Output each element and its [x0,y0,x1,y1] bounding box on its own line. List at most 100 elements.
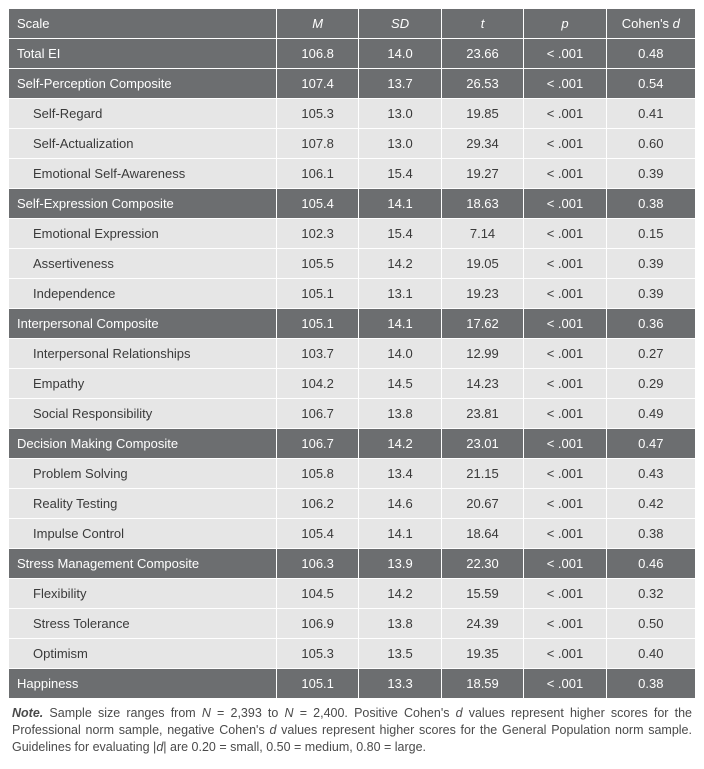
cell-d: 0.47 [606,429,695,459]
col-scale: Scale [9,9,277,39]
cell-p: < .001 [524,69,606,99]
cell-scale: Decision Making Composite [9,429,277,459]
cell-scale: Empathy [9,369,277,399]
cell-d: 0.38 [606,669,695,699]
cell-sd: 14.6 [359,489,441,519]
cell-p: < .001 [524,549,606,579]
col-m: M [276,9,358,39]
cell-sd: 13.1 [359,279,441,309]
cell-m: 105.3 [276,99,358,129]
cell-sd: 14.2 [359,429,441,459]
cell-scale: Social Responsibility [9,399,277,429]
cell-p: < .001 [524,309,606,339]
cell-t: 22.30 [441,549,523,579]
cell-p: < .001 [524,339,606,369]
cell-scale: Stress Management Composite [9,549,277,579]
cell-p: < .001 [524,489,606,519]
cell-p: < .001 [524,39,606,69]
cell-scale: Interpersonal Relationships [9,339,277,369]
cell-m: 106.3 [276,549,358,579]
cell-t: 20.67 [441,489,523,519]
cell-m: 107.8 [276,129,358,159]
cell-p: < .001 [524,579,606,609]
col-p: p [524,9,606,39]
cell-m: 105.1 [276,279,358,309]
cell-sd: 14.2 [359,579,441,609]
cell-p: < .001 [524,369,606,399]
cell-d: 0.15 [606,219,695,249]
cell-p: < .001 [524,669,606,699]
cell-scale: Happiness [9,669,277,699]
table-row: Self-Expression Composite105.414.118.63<… [9,189,696,219]
cell-t: 18.63 [441,189,523,219]
cell-sd: 13.9 [359,549,441,579]
table-row: Total EI106.814.023.66< .0010.48 [9,39,696,69]
cell-m: 106.2 [276,489,358,519]
table-row: Decision Making Composite106.714.223.01<… [9,429,696,459]
cell-t: 23.66 [441,39,523,69]
cell-m: 106.9 [276,609,358,639]
cell-sd: 13.0 [359,99,441,129]
cell-d: 0.38 [606,519,695,549]
cell-scale: Emotional Self-Awareness [9,159,277,189]
col-t: t [441,9,523,39]
cell-scale: Reality Testing [9,489,277,519]
cell-d: 0.38 [606,189,695,219]
cell-t: 19.27 [441,159,523,189]
cell-sd: 13.8 [359,399,441,429]
cell-m: 103.7 [276,339,358,369]
cell-m: 104.2 [276,369,358,399]
cell-scale: Self-Expression Composite [9,189,277,219]
table-row: Emotional Expression102.315.47.14< .0010… [9,219,696,249]
cell-t: 21.15 [441,459,523,489]
cell-p: < .001 [524,429,606,459]
cell-scale: Independence [9,279,277,309]
cell-t: 19.35 [441,639,523,669]
cell-d: 0.32 [606,579,695,609]
table-row: Empathy104.214.514.23< .0010.29 [9,369,696,399]
table-row: Emotional Self-Awareness106.115.419.27< … [9,159,696,189]
cell-sd: 14.0 [359,339,441,369]
cell-sd: 13.4 [359,459,441,489]
cell-p: < .001 [524,99,606,129]
table-row: Interpersonal Relationships103.714.012.9… [9,339,696,369]
cell-t: 19.85 [441,99,523,129]
cell-t: 23.81 [441,399,523,429]
cell-p: < .001 [524,609,606,639]
cell-sd: 13.8 [359,609,441,639]
cell-d: 0.54 [606,69,695,99]
cell-m: 105.3 [276,639,358,669]
table-body: Total EI106.814.023.66< .0010.48Self-Per… [9,39,696,699]
cell-t: 26.53 [441,69,523,99]
cell-d: 0.43 [606,459,695,489]
table-note: Note. Sample size ranges from N = 2,393 … [8,699,696,758]
cell-sd: 15.4 [359,159,441,189]
cell-sd: 13.0 [359,129,441,159]
cell-p: < .001 [524,219,606,249]
cell-m: 105.5 [276,249,358,279]
table-row: Happiness105.113.318.59< .0010.38 [9,669,696,699]
cell-t: 7.14 [441,219,523,249]
cell-d: 0.40 [606,639,695,669]
cell-m: 106.7 [276,399,358,429]
cell-t: 18.59 [441,669,523,699]
cell-t: 24.39 [441,609,523,639]
cell-m: 107.4 [276,69,358,99]
cell-p: < .001 [524,249,606,279]
cell-sd: 13.5 [359,639,441,669]
cell-m: 105.4 [276,189,358,219]
cell-sd: 14.2 [359,249,441,279]
cell-scale: Self-Perception Composite [9,69,277,99]
cell-sd: 13.7 [359,69,441,99]
cell-p: < .001 [524,159,606,189]
cell-d: 0.46 [606,549,695,579]
cell-d: 0.29 [606,369,695,399]
table-row: Self-Perception Composite107.413.726.53<… [9,69,696,99]
cell-scale: Impulse Control [9,519,277,549]
cell-scale: Flexibility [9,579,277,609]
cell-m: 104.5 [276,579,358,609]
table-head: Scale M SD t p Cohen's d [9,9,696,39]
cell-d: 0.60 [606,129,695,159]
cell-scale: Self-Actualization [9,129,277,159]
cell-p: < .001 [524,519,606,549]
